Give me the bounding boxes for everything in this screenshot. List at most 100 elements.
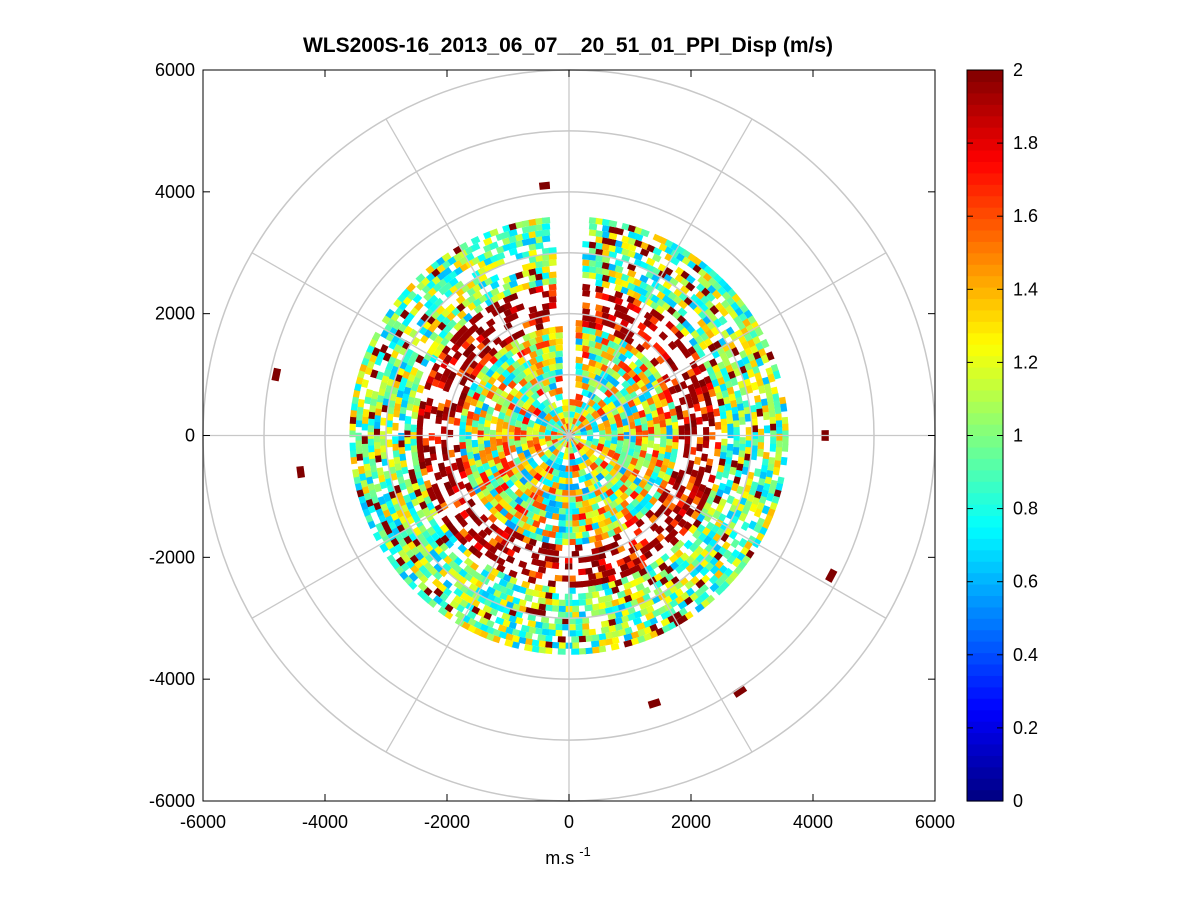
data-cell (442, 383, 452, 393)
data-cell (558, 470, 566, 478)
data-cell (607, 580, 617, 589)
data-cell (671, 377, 680, 387)
data-cell (540, 628, 550, 636)
data-cell (524, 606, 534, 615)
data-cell (350, 455, 358, 465)
data-cell (594, 534, 603, 542)
data-cell (502, 301, 513, 311)
data-cell (725, 409, 733, 419)
data-cell (761, 458, 769, 467)
data-cell (715, 585, 725, 596)
data-cell (586, 435, 594, 442)
data-cell (441, 345, 451, 355)
data-cell (601, 262, 611, 270)
colorbar-band (967, 229, 1003, 242)
colorbar-band (967, 401, 1003, 414)
data-cell (556, 432, 564, 436)
data-cell (529, 460, 539, 470)
data-cell (649, 456, 658, 465)
data-cell (502, 224, 512, 233)
data-cell (610, 643, 620, 651)
x-axis-ticks: -6000 -4000 -2000 0 2000 4000 6000 (180, 70, 955, 832)
data-cell (547, 629, 556, 637)
data-cell (495, 438, 503, 446)
data-cell (541, 290, 551, 298)
data-cell (554, 375, 563, 383)
colorbar-band (967, 629, 1003, 642)
data-cell (370, 397, 378, 406)
data-cell (423, 410, 431, 420)
data-cell (554, 501, 563, 509)
data-cell (374, 407, 382, 416)
data-cell (601, 268, 611, 276)
data-cell (590, 502, 600, 511)
data-cell (741, 466, 750, 476)
data-cell (514, 488, 524, 498)
data-cell (766, 492, 775, 502)
data-cell (486, 318, 496, 328)
data-cell (732, 447, 740, 456)
data-cell (613, 303, 623, 312)
colorbar-band (967, 218, 1003, 231)
data-cell (530, 589, 540, 598)
data-cell (775, 413, 782, 422)
data-cell (584, 472, 593, 482)
data-cell (420, 467, 428, 476)
data-cell (684, 437, 691, 445)
data-cell (557, 437, 564, 442)
data-cell (570, 440, 576, 448)
data-cell (528, 261, 538, 270)
data-cell (407, 395, 416, 405)
data-cell (674, 330, 685, 340)
data-cell (425, 464, 434, 473)
data-cell (551, 605, 560, 612)
data-cell (644, 468, 654, 478)
data-cell (535, 217, 544, 225)
data-cell (551, 506, 560, 514)
data-cell (541, 223, 551, 231)
data-cell (575, 399, 584, 408)
data-cell (554, 457, 564, 466)
data-cell (350, 402, 358, 411)
data-cell (652, 416, 660, 425)
data-cell (658, 446, 666, 455)
data-cell (689, 446, 697, 455)
x-tick-label: 4000 (793, 812, 833, 832)
data-cell (623, 588, 633, 597)
data-cell (541, 333, 551, 342)
data-cell (497, 411, 506, 420)
data-cell (659, 464, 668, 474)
data-cell (635, 425, 643, 433)
data-cell (647, 576, 657, 586)
data-cell (714, 370, 724, 380)
data-cell (356, 488, 365, 498)
data-cell (589, 461, 599, 471)
data-cell (625, 385, 635, 395)
data-cell (557, 464, 566, 472)
data-cell (488, 537, 498, 547)
data-cell (610, 378, 620, 388)
data-cell (501, 428, 509, 436)
data-cell (672, 435, 679, 443)
data-cell (524, 638, 533, 646)
data-cell (588, 217, 598, 225)
data-cell (590, 509, 600, 518)
data-cell (582, 259, 591, 267)
data-cell (490, 280, 500, 290)
data-cell (446, 487, 455, 497)
data-cell (623, 594, 633, 604)
data-cell (557, 605, 566, 613)
data-cell (532, 436, 540, 445)
data-cell (685, 563, 696, 573)
data-cell (400, 459, 408, 468)
data-cell (554, 574, 563, 582)
data-cell (544, 635, 553, 642)
data-cell (725, 364, 734, 374)
data-cell (519, 468, 530, 478)
data-cell (501, 612, 511, 621)
data-cell (376, 394, 385, 403)
data-cell (588, 340, 597, 348)
data-cell (722, 469, 730, 479)
data-cell (387, 405, 395, 415)
data-cell (558, 483, 566, 491)
